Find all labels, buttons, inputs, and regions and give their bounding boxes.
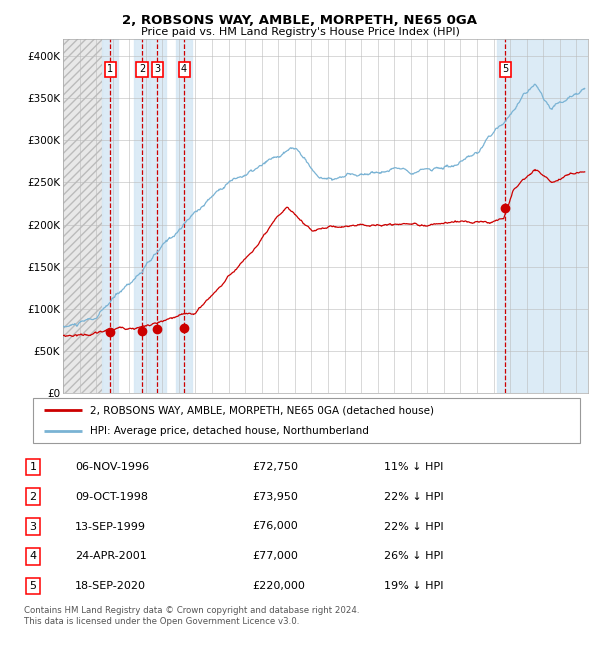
Text: 22% ↓ HPI: 22% ↓ HPI <box>384 521 443 532</box>
Text: £76,000: £76,000 <box>252 521 298 532</box>
Bar <box>176 39 193 393</box>
Bar <box>102 39 118 393</box>
Text: 4: 4 <box>29 551 37 562</box>
Text: 5: 5 <box>29 581 37 592</box>
Text: 4: 4 <box>181 64 187 74</box>
Text: 22% ↓ HPI: 22% ↓ HPI <box>384 491 443 502</box>
Text: 2, ROBSONS WAY, AMBLE, MORPETH, NE65 0GA: 2, ROBSONS WAY, AMBLE, MORPETH, NE65 0GA <box>122 14 478 27</box>
Text: 19% ↓ HPI: 19% ↓ HPI <box>384 581 443 592</box>
Text: 18-SEP-2020: 18-SEP-2020 <box>75 581 146 592</box>
Text: 2: 2 <box>139 64 145 74</box>
Text: 13-SEP-1999: 13-SEP-1999 <box>75 521 146 532</box>
Text: 06-NOV-1996: 06-NOV-1996 <box>75 462 149 472</box>
Bar <box>63 39 102 393</box>
Text: 3: 3 <box>154 64 160 74</box>
Bar <box>497 39 588 393</box>
Text: 5: 5 <box>502 64 508 74</box>
Text: 09-OCT-1998: 09-OCT-1998 <box>75 491 148 502</box>
Text: £77,000: £77,000 <box>252 551 298 562</box>
Text: 2, ROBSONS WAY, AMBLE, MORPETH, NE65 0GA (detached house): 2, ROBSONS WAY, AMBLE, MORPETH, NE65 0GA… <box>91 405 434 415</box>
Text: £73,950: £73,950 <box>252 491 298 502</box>
Bar <box>134 39 150 393</box>
Text: This data is licensed under the Open Government Licence v3.0.: This data is licensed under the Open Gov… <box>24 618 299 627</box>
Text: 11% ↓ HPI: 11% ↓ HPI <box>384 462 443 472</box>
Text: 26% ↓ HPI: 26% ↓ HPI <box>384 551 443 562</box>
Text: 1: 1 <box>29 462 37 472</box>
Bar <box>149 39 166 393</box>
Bar <box>63 39 102 393</box>
Text: HPI: Average price, detached house, Northumberland: HPI: Average price, detached house, Nort… <box>91 426 370 436</box>
Text: £72,750: £72,750 <box>252 462 298 472</box>
Text: 2: 2 <box>29 491 37 502</box>
Text: 3: 3 <box>29 521 37 532</box>
Text: 24-APR-2001: 24-APR-2001 <box>75 551 147 562</box>
FancyBboxPatch shape <box>33 398 580 443</box>
Text: 1: 1 <box>107 64 113 74</box>
Text: Contains HM Land Registry data © Crown copyright and database right 2024.: Contains HM Land Registry data © Crown c… <box>24 606 359 615</box>
Text: Price paid vs. HM Land Registry's House Price Index (HPI): Price paid vs. HM Land Registry's House … <box>140 27 460 37</box>
Text: £220,000: £220,000 <box>252 581 305 592</box>
